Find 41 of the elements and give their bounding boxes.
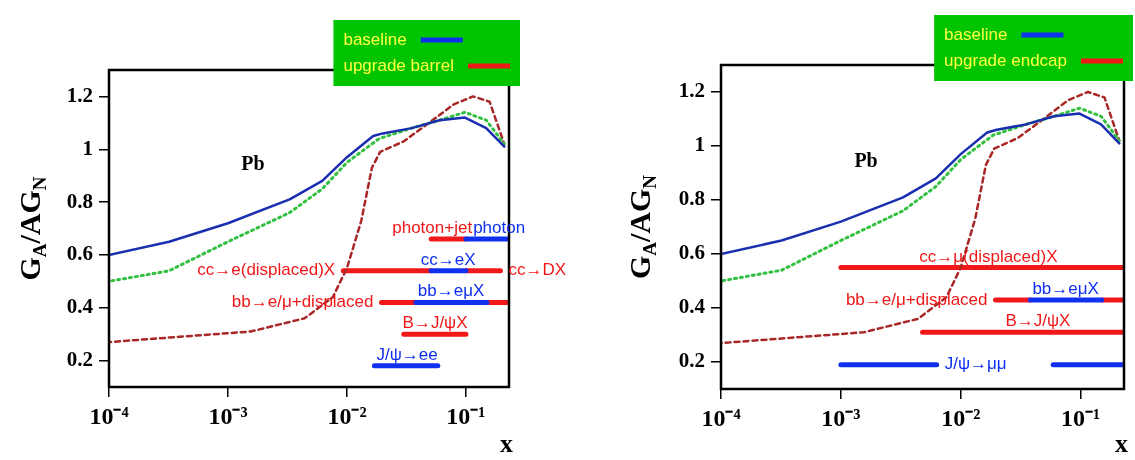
x-tick-label: 10⁻⁴ xyxy=(89,402,129,429)
x-axis-title: x xyxy=(1115,428,1128,458)
y-tick-label: 1 xyxy=(82,135,93,160)
annotation: cc→eX xyxy=(420,249,476,269)
y-tick-label: 0.6 xyxy=(678,240,705,265)
x-tick-label: 10⁻³ xyxy=(821,404,861,431)
annotation: J/ψ→ee xyxy=(376,344,438,364)
y-tick-label: 0.8 xyxy=(678,186,705,211)
y-axis-title: GA/AGN xyxy=(622,174,660,280)
y-tick-label: 1.2 xyxy=(66,82,93,107)
y-tick-label: 0.4 xyxy=(678,294,706,319)
legend-label: upgrade barrel xyxy=(343,55,454,75)
y-tick-label: 1.2 xyxy=(678,78,705,103)
annotation: B→J/ψX xyxy=(1005,311,1071,331)
annotation: B→J/ψX xyxy=(402,313,468,333)
legend-label: baseline xyxy=(343,29,407,49)
y-tick-label: 0.2 xyxy=(66,347,93,372)
x-tick-label: 10⁻¹ xyxy=(446,402,486,429)
legend-label: baseline xyxy=(944,24,1008,44)
annotation: bb→e/μ+displaced xyxy=(845,289,988,309)
legend-label: upgrade endcap xyxy=(944,50,1068,70)
annotation: photon+jet xyxy=(392,218,473,238)
x-tick-label: 10⁻⁴ xyxy=(701,404,741,431)
y-axis-title: GA/AGN xyxy=(12,176,50,281)
y-tick-label: 1 xyxy=(694,132,705,157)
annotation: cc→e(displaced)X xyxy=(197,260,336,280)
annotation: Pb xyxy=(854,149,878,172)
x-tick-label: 10⁻³ xyxy=(208,402,248,429)
annotation: Pb xyxy=(241,152,265,175)
y-tick-label: 0.2 xyxy=(678,348,705,373)
y-tick-label: 0.8 xyxy=(66,188,93,213)
x-tick-label: 10⁻² xyxy=(941,404,981,431)
x-axis-title: x xyxy=(500,428,513,458)
annotation: J/ψ→μμ xyxy=(944,354,1007,374)
annotation: cc→μ(displaced)X xyxy=(919,246,1058,266)
y-tick-label: 0.4 xyxy=(66,294,94,319)
x-tick-label: 10⁻² xyxy=(327,402,367,429)
annotation: bb→eμX xyxy=(417,281,485,301)
annotation: bb→eμX xyxy=(1032,278,1099,298)
y-tick-label: 0.6 xyxy=(66,241,93,266)
x-tick-label: 10⁻¹ xyxy=(1061,404,1101,431)
